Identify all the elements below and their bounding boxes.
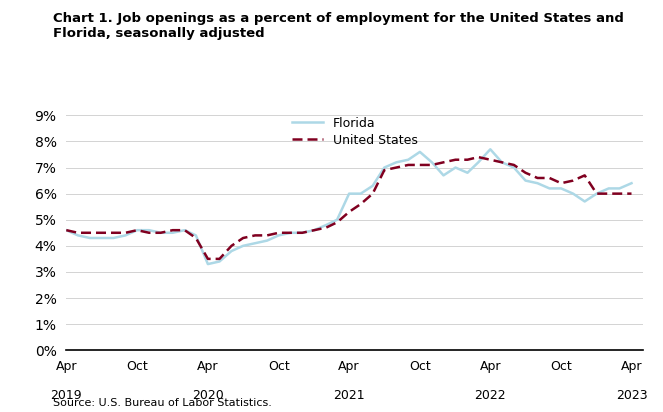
Text: 2020: 2020 xyxy=(192,389,224,402)
Legend: Florida, United States: Florida, United States xyxy=(292,117,418,147)
Line: United States: United States xyxy=(66,157,631,259)
Line: Florida: Florida xyxy=(66,149,631,264)
Text: 2021: 2021 xyxy=(333,389,365,402)
Text: 2019: 2019 xyxy=(50,389,82,402)
Text: 2022: 2022 xyxy=(475,389,506,402)
Text: Chart 1. Job openings as a percent of employment for the United States and
Flori: Chart 1. Job openings as a percent of em… xyxy=(53,12,624,40)
Text: Source: U.S. Bureau of Labor Statistics.: Source: U.S. Bureau of Labor Statistics. xyxy=(53,398,272,408)
Text: 2023: 2023 xyxy=(616,389,647,402)
